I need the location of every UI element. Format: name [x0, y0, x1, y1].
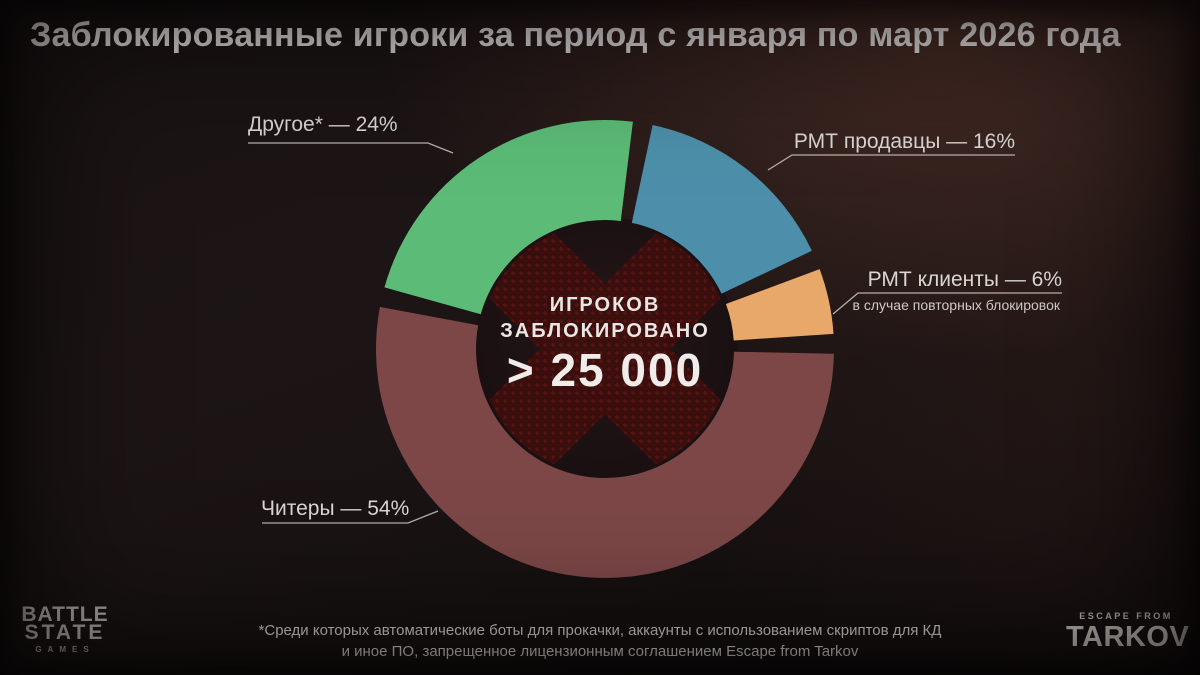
bsg-logo-line2: STATE — [24, 621, 106, 644]
donut-segment-1 — [631, 125, 812, 294]
donut-segment-2 — [725, 269, 834, 341]
label-rmt-clients: РМТ клиенты — 6% — [867, 268, 1062, 291]
leader-line-rmt-clients — [832, 292, 1062, 315]
escape-from-tarkov-logo: ESCAPE FROM TARKOV — [1066, 611, 1190, 653]
center-value: > 25 000 — [506, 344, 704, 396]
leader-line-rmt-sellers — [767, 154, 1015, 171]
footnote-line1: *Среди которых автоматические боты для п… — [258, 622, 942, 639]
center-caption: ИГРОКОВ ЗАБЛОКИРОВАНО — [445, 292, 765, 344]
footnote: *Среди которых автоматические боты для п… — [0, 620, 1200, 662]
bsg-logo-line3: GAMES — [35, 645, 95, 654]
leader-line-cheaters — [262, 510, 439, 524]
center-caption-line1: ИГРОКОВ — [549, 294, 661, 316]
footnote-line2: и иное ПО, запрещенное лицензионным согл… — [341, 643, 859, 660]
leader-line-other — [248, 142, 454, 154]
label-cheaters: Читеры — 54% — [261, 497, 410, 520]
battlestate-games-logo: BATTLE STATE GAMES — [18, 604, 112, 654]
bsg-logo-line1: BATTLE — [21, 603, 109, 626]
label-rmt-clients-note: в случае повторных блокировок — [852, 297, 1060, 313]
donut-segments — [375, 120, 834, 579]
donut-segment-4 — [384, 120, 633, 315]
eft-logo-top: ESCAPE FROM — [1079, 611, 1173, 621]
eft-logo-bottom: TARKOV — [1066, 621, 1190, 653]
donut-segment-3 — [375, 306, 834, 579]
page-title: Заблокированные игроки за период с январ… — [30, 16, 1121, 54]
x-cross-icon — [479, 223, 731, 475]
label-rmt-sellers: РМТ продавцы — 16% — [793, 130, 1015, 153]
label-other: Другое* — 24% — [248, 113, 398, 136]
center-caption-line2: ЗАБЛОКИРОВАНО — [500, 320, 710, 342]
